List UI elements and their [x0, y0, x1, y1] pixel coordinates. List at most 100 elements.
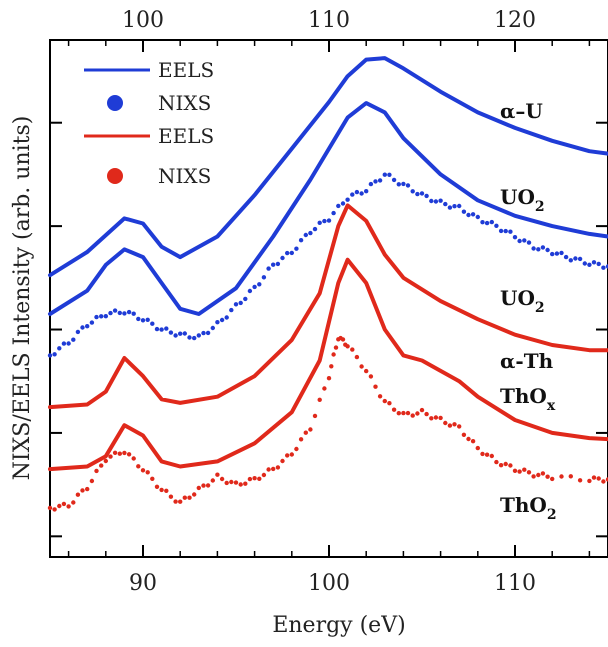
series-point-UO2	[210, 325, 215, 331]
series-point-UO2	[429, 198, 434, 204]
series-point-UO2	[99, 314, 104, 319]
series-point-ThO2	[205, 483, 211, 488]
x-top-tick-label: 100	[122, 8, 164, 33]
series-point-ThO2	[94, 468, 99, 474]
series-point-ThO2	[596, 476, 601, 481]
series-point-UO2	[229, 307, 234, 313]
legend-dot-marker	[107, 95, 123, 111]
series-point-UO2	[112, 308, 118, 313]
x-top-tick-label: 120	[494, 8, 536, 33]
series-point-UO2	[94, 314, 99, 320]
series-point-UO2	[247, 288, 253, 294]
series-point-ThO2	[447, 423, 453, 428]
series-point-UO2	[280, 255, 285, 261]
series-point-UO2	[178, 331, 183, 336]
series-point-UO2	[438, 198, 443, 203]
series-point-UO2	[187, 335, 192, 340]
series-point-ThO2	[545, 474, 550, 479]
series-point-UO2	[298, 238, 304, 243]
series-point-UO2	[391, 177, 397, 183]
x-bottom-tick-label: 90	[129, 571, 157, 596]
series-point-UO2	[596, 261, 601, 267]
series-point-ThO2	[252, 476, 257, 481]
series-point-UO2	[512, 235, 518, 240]
series-point-UO2	[182, 331, 187, 336]
series-point-ThO2	[178, 499, 183, 504]
series-point-ThO2	[112, 450, 118, 455]
series-point-UO2	[154, 326, 160, 332]
series-point-UO2	[201, 330, 206, 336]
series-point-ThO2	[350, 347, 355, 352]
series-point-UO2	[517, 238, 522, 244]
curve-label: α–U	[500, 99, 543, 123]
series-point-ThO2	[503, 461, 508, 467]
series-point-UO2	[252, 284, 257, 290]
series-point-ThO2	[298, 437, 304, 442]
series-point-UO2	[303, 232, 308, 238]
series-point-UO2	[522, 238, 527, 243]
series-point-ThO2	[75, 492, 81, 497]
series-point-ThO2	[377, 394, 383, 399]
series-point-ThO2	[261, 472, 267, 478]
series-point-ThO2	[470, 439, 476, 444]
series-line-Th	[48, 203, 608, 410]
series-point-UO2	[257, 282, 262, 287]
legend-dot-marker	[107, 168, 123, 184]
series-point-UO2	[345, 197, 350, 202]
series-point-UO2	[215, 320, 220, 325]
series-point-UO2	[410, 189, 415, 194]
series-point-UO2	[498, 228, 504, 234]
series-point-ThO2	[168, 494, 174, 499]
series-point-UO2	[480, 220, 485, 225]
series-layer	[47, 56, 608, 512]
series-point-ThO2	[108, 454, 113, 459]
series-point-UO2	[466, 212, 471, 218]
series-point-ThO2	[461, 432, 467, 437]
x-axis-title: Energy (eV)	[272, 613, 405, 638]
series-point-ThO2	[219, 476, 225, 482]
series-point-UO2	[559, 250, 564, 256]
series-point-UO2	[461, 209, 467, 214]
series-point-ThO2	[466, 436, 471, 442]
legend: EELS NIXS EELS NIXS	[84, 58, 214, 188]
series-point-UO2	[271, 262, 276, 267]
series-point-UO2	[591, 260, 597, 265]
series-point-ThO2	[345, 344, 350, 349]
series-point-ThO2	[229, 479, 234, 485]
curve-label-text: UO	[500, 286, 535, 310]
series-point-ThO2	[333, 345, 339, 350]
series-point-UO2	[326, 218, 332, 223]
series-point-ThO2	[382, 398, 387, 404]
series-point-ThO2	[150, 476, 155, 481]
series-point-ThO2	[457, 424, 462, 429]
series-point-UO2	[192, 335, 197, 341]
series-point-ThO2	[591, 475, 597, 480]
series-point-ThO2	[294, 446, 299, 452]
series-point-ThO2	[498, 463, 504, 468]
series-point-UO2	[452, 204, 457, 209]
series-point-ThO2	[368, 374, 374, 379]
series-point-ThO2	[410, 413, 415, 418]
series-point-ThO2	[57, 503, 62, 509]
series-point-UO2	[419, 191, 425, 196]
series-point-UO2	[447, 205, 453, 210]
series-point-UO2	[233, 302, 239, 307]
series-point-ThO2	[438, 415, 443, 421]
series-point-ThO2	[117, 451, 123, 456]
series-point-ThO2	[373, 384, 378, 389]
series-point-ThO2	[312, 413, 318, 419]
series-point-ThO2	[531, 474, 536, 479]
series-point-ThO2	[173, 499, 178, 504]
series-point-UO2	[224, 315, 229, 320]
series-point-UO2	[536, 247, 541, 252]
curve-label: ThO2	[500, 493, 557, 523]
series-point-ThO2	[285, 453, 290, 458]
series-point-ThO2	[480, 451, 485, 457]
series-point-UO2	[503, 228, 508, 234]
series-point-ThO2	[196, 485, 201, 491]
series-point-UO2	[415, 191, 420, 197]
series-point-ThO2	[559, 474, 564, 479]
curve-label: UO2	[500, 286, 545, 316]
series-point-UO2	[322, 218, 327, 224]
curve-label-text: ThO	[500, 384, 547, 408]
